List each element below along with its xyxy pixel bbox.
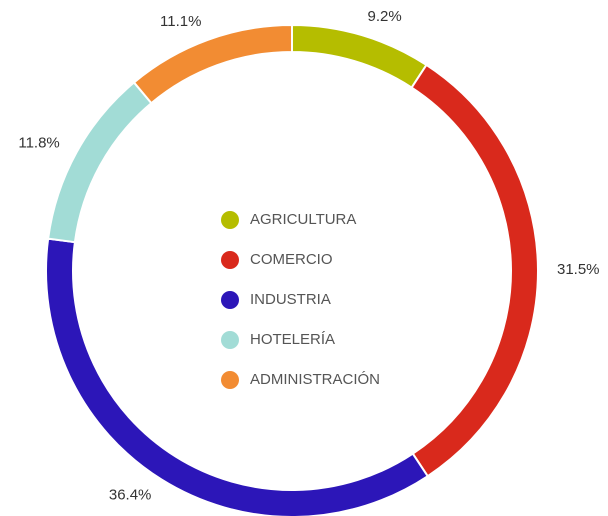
donut-segment (291, 23, 428, 89)
legend-swatch (221, 251, 239, 269)
legend-label: HOTELERÍA (250, 331, 335, 348)
legend-label: AGRICULTURA (250, 211, 356, 228)
legend-label: COMERCIO (250, 251, 333, 268)
data-label: 31.5% (557, 261, 600, 278)
legend-label: ADMINISTRACIÓN (250, 371, 380, 388)
donut-segment (410, 63, 539, 478)
donut-segment (47, 81, 153, 244)
legend-swatch (221, 291, 239, 309)
legend-swatch (221, 211, 239, 229)
donut-segment (132, 23, 293, 105)
data-label: 9.2% (368, 8, 402, 25)
legend-swatch (221, 331, 239, 349)
data-label: 11.1% (160, 13, 201, 30)
legend-swatch (221, 371, 239, 389)
data-label: 11.8% (18, 134, 59, 151)
legend-label: INDUSTRIA (250, 291, 331, 308)
data-label: 36.4% (109, 487, 152, 504)
